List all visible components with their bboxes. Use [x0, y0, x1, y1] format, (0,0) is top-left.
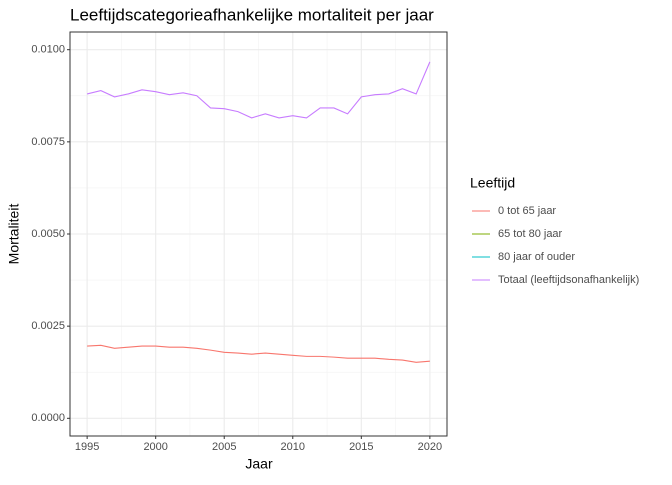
x-tick-label: 1995	[75, 441, 99, 453]
legend-label: 80 jaar of ouder	[498, 251, 575, 263]
legend-label: 0 tot 65 jaar	[498, 205, 556, 217]
y-tick-label: 0.0050	[31, 228, 65, 240]
legend-label: Totaal (leeftijdsonafhankelijk)	[498, 274, 639, 286]
x-tick-label: 2005	[212, 441, 236, 453]
legend-label: 65 tot 80 jaar	[498, 228, 563, 240]
chart-title: Leeftijdscategorieafhankelijke mortalite…	[70, 5, 434, 24]
x-tick-label: 2000	[143, 441, 167, 453]
series-line	[87, 344, 430, 363]
x-axis-label: Jaar	[245, 456, 273, 472]
x-tick-label: 2010	[281, 441, 305, 453]
legend-title: Leeftijd	[470, 175, 515, 191]
series-line	[87, 61, 431, 119]
y-tick-label: 0.0000	[31, 412, 65, 424]
x-tick-label: 2020	[418, 441, 442, 453]
x-tick-label: 2015	[349, 441, 373, 453]
y-axis-label: Mortaliteit	[6, 204, 22, 265]
plot-border	[69, 31, 448, 437]
y-tick-label: 0.0100	[31, 44, 65, 56]
y-tick-label: 0.0025	[31, 320, 65, 332]
y-tick-label: 0.0075	[31, 136, 65, 148]
